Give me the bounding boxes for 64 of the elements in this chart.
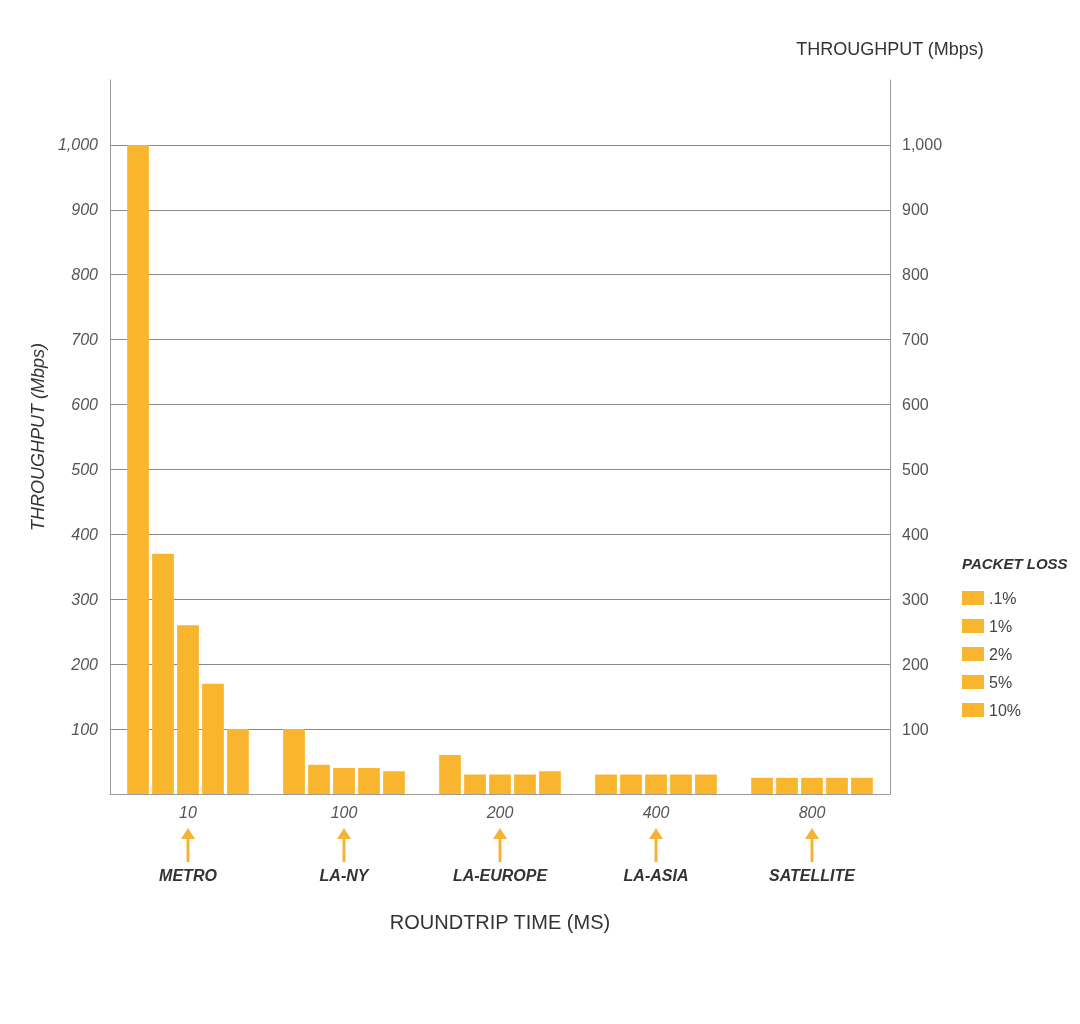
text: METRO [159, 866, 217, 886]
bar [645, 774, 667, 794]
bar [489, 774, 511, 794]
bar [127, 144, 149, 794]
bar [539, 771, 561, 794]
y-tick-label: 500 [71, 460, 99, 478]
x-tick-label: 400 [642, 803, 670, 821]
bar [751, 777, 773, 794]
bar [283, 729, 305, 794]
bar [801, 777, 823, 794]
text: LA-EUROPE [452, 866, 548, 886]
y-tick-label: 200 [70, 655, 99, 673]
y-tick-label: 700 [71, 331, 99, 349]
bar [152, 553, 174, 794]
y2-tick-label: 300 [902, 590, 929, 608]
y-tick-label: 1,000 [57, 136, 99, 154]
y-tick-label: 400 [71, 525, 99, 543]
x-tick-label: 200 [485, 803, 514, 821]
bar [308, 764, 330, 794]
y-axis-title: THROUGHPUT (Mbps) [28, 343, 49, 531]
y2-axis-title: THROUGHPUT (Mbps) [796, 39, 984, 59]
bar [177, 625, 199, 794]
y2-tick-label: 100 [902, 720, 929, 738]
y2-tick-label: 900 [902, 201, 929, 219]
bar [670, 774, 692, 794]
bar [620, 774, 642, 794]
legend-title: PACKET LOSS [962, 555, 1068, 572]
bar [776, 777, 798, 794]
x-tick-label: 800 [798, 803, 826, 821]
bar [439, 755, 461, 794]
bar [227, 729, 249, 794]
bar [464, 774, 486, 794]
legend-label: .1% [989, 589, 1017, 607]
y2-tick-label: 800 [902, 266, 929, 284]
legend-label: 5% [989, 673, 1013, 691]
y-tick-label: 100 [71, 720, 99, 738]
text: SATELLITE [769, 866, 855, 886]
y-tick-label: 800 [71, 266, 99, 284]
x-axis-title: ROUNDTRIP TIME (MS) [389, 911, 611, 933]
bar [826, 777, 848, 794]
bar [851, 777, 873, 794]
bar [383, 771, 405, 794]
bar [514, 774, 536, 794]
bar [695, 774, 717, 794]
y-tick-label: 300 [71, 590, 99, 608]
legend-label: 10% [989, 701, 1022, 719]
bar [202, 683, 224, 794]
y2-tick-label: 700 [902, 331, 929, 349]
text: LA-ASIA [623, 866, 689, 886]
y2-tick-label: 200 [902, 655, 929, 673]
bar [333, 768, 355, 794]
x-tick-label: 10 [179, 803, 197, 821]
text: LA-NY [319, 866, 369, 886]
y-tick-label: 600 [71, 396, 99, 414]
y2-tick-label: 600 [902, 396, 929, 414]
bar [358, 768, 380, 794]
x-tick-label: 100 [330, 803, 358, 821]
y2-tick-label: 1,000 [902, 136, 943, 154]
y2-tick-label: 500 [902, 460, 929, 478]
legend-label: 2% [989, 645, 1013, 663]
legend-label: 1% [989, 617, 1013, 635]
y2-tick-label: 400 [902, 525, 929, 543]
bar [595, 774, 617, 794]
y-tick-label: 900 [71, 201, 99, 219]
